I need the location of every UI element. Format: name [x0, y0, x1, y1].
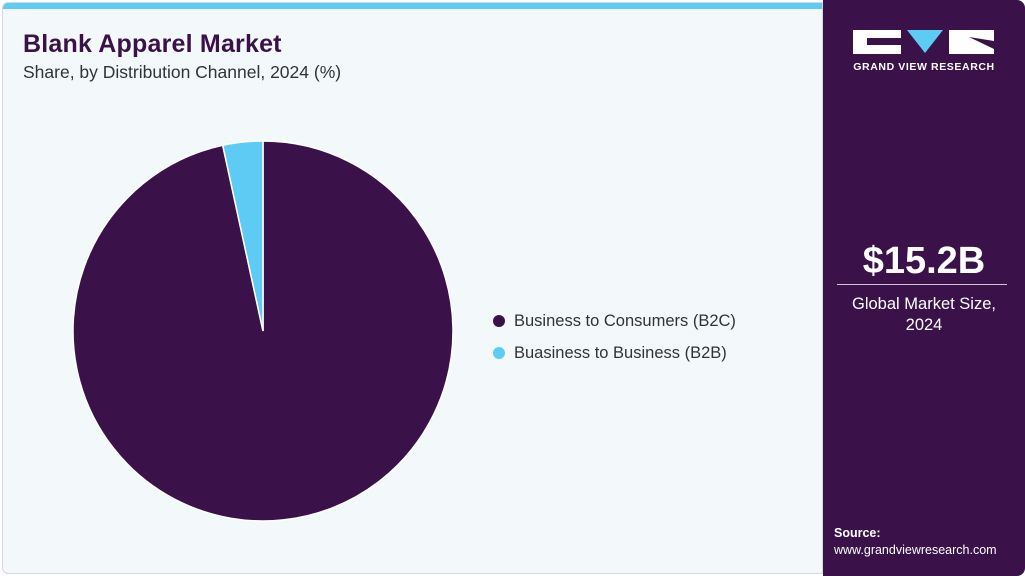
logo-text: GRAND VIEW RESEARCH	[853, 61, 995, 73]
divider	[837, 284, 1007, 285]
accent-bar	[3, 3, 822, 9]
market-label-line1: Global Market Size,	[852, 295, 996, 313]
legend-dot-icon	[493, 315, 505, 327]
source-link[interactable]: www.grandviewresearch.com	[834, 543, 997, 557]
chart-subtitle: Share, by Distribution Channel, 2024 (%)	[23, 62, 342, 82]
legend: Business to Consumers (B2C) Buasiness to…	[493, 305, 736, 369]
source-label: Source:	[834, 526, 881, 540]
legend-label: Business to Consumers (B2C)	[514, 311, 736, 330]
pie-chart	[72, 140, 454, 522]
market-value-label: Global Market Size, 2024	[823, 294, 1025, 336]
legend-item-b2b: Buasiness to Business (B2B)	[493, 337, 736, 369]
legend-dot-icon	[493, 347, 505, 359]
market-label-line2: 2024	[905, 316, 943, 334]
pie-slice-b2b	[221, 140, 264, 332]
gvr-logo-icon	[853, 30, 994, 54]
chart-title: Blank Apparel Market	[23, 30, 282, 58]
legend-item-b2c: Business to Consumers (B2C)	[493, 305, 736, 337]
chart-panel: Blank Apparel Market Share, by Distribut…	[2, 2, 823, 574]
market-value: $15.2B	[862, 240, 986, 282]
legend-label: Buasiness to Business (B2B)	[514, 343, 727, 362]
sidebar: GRAND VIEW RESEARCH $15.2B Global Market…	[823, 0, 1025, 576]
